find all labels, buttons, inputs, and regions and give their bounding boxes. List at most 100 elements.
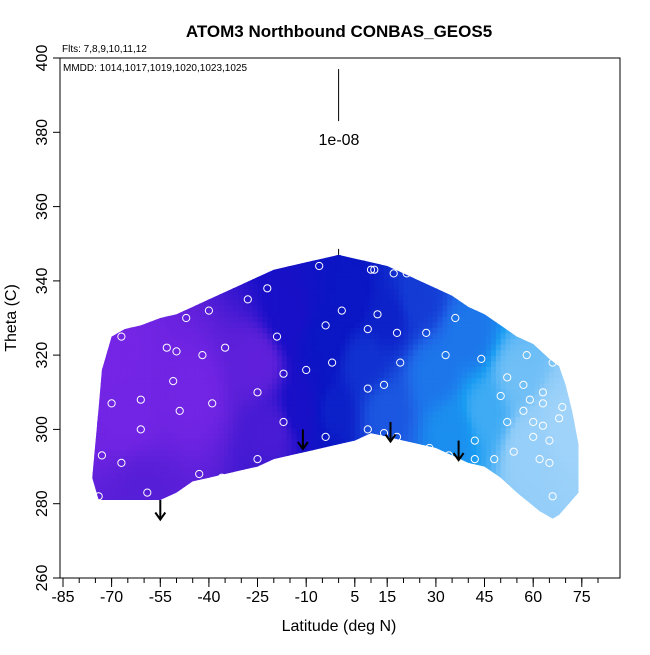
field-cell <box>544 444 550 451</box>
field-cell <box>301 455 307 462</box>
field-cell <box>165 399 171 406</box>
field-cell <box>379 444 385 451</box>
field-cell <box>97 466 103 473</box>
field-cell <box>568 500 575 507</box>
field-cell <box>554 472 560 479</box>
field-cell <box>442 433 448 440</box>
field-cell <box>350 433 356 440</box>
field-cell <box>311 266 317 273</box>
field-cell <box>340 505 346 512</box>
field-cell <box>257 511 263 518</box>
field-cell <box>174 321 181 328</box>
field-cell <box>101 271 108 278</box>
field-cell <box>534 494 541 501</box>
field-cell <box>422 344 429 351</box>
field-cell <box>204 377 210 384</box>
field-cell <box>510 511 516 518</box>
field-cell <box>257 449 263 457</box>
field-cell <box>379 383 385 390</box>
field-cell <box>126 371 132 379</box>
field-cell <box>111 483 118 490</box>
field-cell <box>573 288 579 295</box>
field-cell <box>500 511 507 518</box>
field-cell <box>208 282 215 289</box>
field-cell <box>568 305 575 312</box>
field-cell <box>515 516 521 519</box>
field-cell <box>136 433 142 440</box>
field-cell <box>398 254 405 262</box>
field-cell <box>296 371 302 379</box>
field-cell <box>165 310 171 317</box>
field-cell <box>505 305 512 312</box>
field-cell <box>262 394 268 401</box>
field-cell <box>515 433 521 440</box>
field-cell <box>403 316 409 323</box>
field-cell <box>544 360 550 367</box>
field-cell <box>374 371 380 379</box>
field-cell <box>194 394 200 401</box>
field-cell <box>311 422 317 429</box>
field-cell <box>315 316 322 323</box>
field-cell <box>228 416 234 423</box>
field-cell <box>525 360 531 367</box>
field-cell <box>398 388 405 395</box>
field-cell <box>534 355 541 362</box>
field-cell <box>350 394 356 401</box>
field-cell <box>408 305 414 312</box>
field-cell <box>238 260 244 267</box>
field-cell <box>559 254 565 256</box>
field-cell <box>476 254 482 256</box>
field-cell <box>121 310 127 317</box>
field-cell <box>160 288 166 295</box>
field-cell <box>388 321 395 328</box>
field-cell <box>393 327 400 334</box>
field-cell <box>529 254 536 256</box>
field-cell <box>544 388 550 395</box>
field-cell <box>136 488 142 496</box>
field-cell <box>262 472 268 479</box>
field-cell <box>189 427 195 434</box>
field-cell <box>520 293 526 301</box>
field-cell <box>529 310 536 317</box>
field-cell <box>491 288 497 295</box>
field-cell <box>233 511 239 518</box>
field-cell <box>544 271 550 278</box>
field-cell <box>267 388 273 395</box>
field-cell <box>544 305 550 312</box>
field-cell <box>471 327 477 334</box>
field-cell <box>495 488 502 496</box>
field-cell <box>325 271 332 278</box>
field-cell <box>398 293 405 301</box>
field-cell <box>106 449 113 457</box>
field-cell <box>510 299 516 306</box>
field-cell <box>534 332 541 340</box>
field-cell <box>189 466 195 473</box>
field-cell <box>101 399 108 406</box>
field-cell <box>213 410 220 418</box>
field-cell <box>97 422 103 429</box>
field-cell <box>569 244 575 250</box>
field-cell <box>111 494 118 501</box>
field-cell <box>544 422 550 429</box>
field-cell <box>335 427 341 434</box>
field-cell <box>442 360 448 367</box>
field-cell <box>350 327 356 334</box>
field-cell <box>471 321 477 328</box>
field-cell <box>262 416 268 423</box>
field-cell <box>213 310 220 317</box>
field-cell <box>359 377 366 384</box>
field-cell <box>267 444 273 451</box>
field-cell <box>398 316 405 323</box>
field-cell <box>398 282 405 289</box>
field-cell <box>486 299 492 306</box>
field-cell <box>486 388 492 395</box>
field-cell <box>432 310 439 317</box>
field-cell <box>170 449 176 457</box>
field-cell <box>140 344 147 351</box>
field-cell <box>491 505 497 512</box>
field-cell <box>559 266 565 273</box>
field-cell <box>345 377 351 384</box>
field-cell <box>491 472 497 479</box>
field-cell <box>92 293 98 301</box>
field-cell <box>554 383 560 390</box>
